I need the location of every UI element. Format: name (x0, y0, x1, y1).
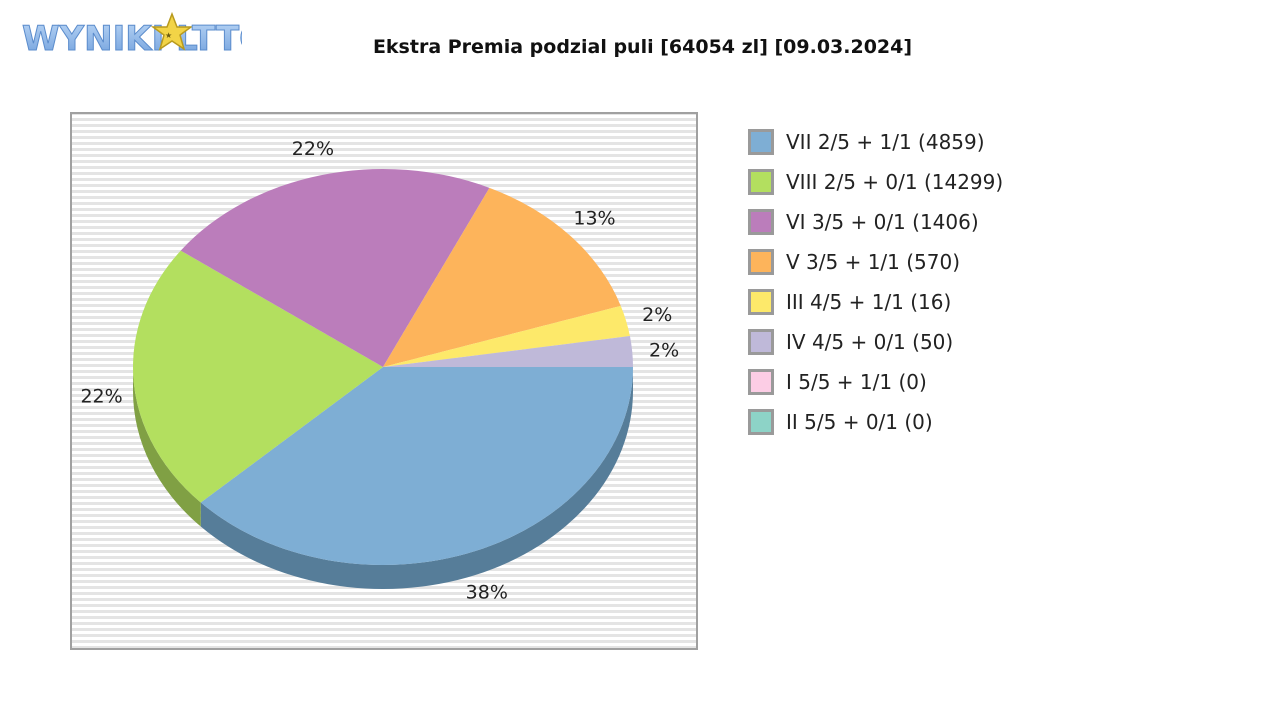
pie-sides (133, 367, 633, 589)
legend-item-2: VI 3/5 + 0/1 (1406) (748, 202, 1168, 242)
pie-slice-2[interactable] (180, 168, 490, 367)
legend-swatch-6 (748, 369, 774, 395)
legend-swatch-7 (748, 409, 774, 435)
pie-slice-4[interactable] (383, 305, 630, 367)
legend-label-2: VI 3/5 + 0/1 (1406) (786, 210, 979, 234)
legend-label-4: III 4/5 + 1/1 (16) (786, 290, 952, 314)
legend-swatch-1 (748, 169, 774, 195)
legend-item-1: VIII 2/5 + 0/1 (14299) (748, 162, 1168, 202)
legend-swatch-0 (748, 129, 774, 155)
legend-swatch-2 (748, 209, 774, 235)
legend-swatch-5 (748, 329, 774, 355)
pie-label-5: 2% (649, 339, 679, 361)
legend-label-0: VII 2/5 + 1/1 (4859) (786, 130, 985, 154)
pie-labels: 38% 22% 22% 13% 2% 2% (80, 138, 679, 603)
legend-item-3: V 3/5 + 1/1 (570) (748, 242, 1168, 282)
legend-label-5: IV 4/5 + 0/1 (50) (786, 330, 954, 354)
legend-label-3: V 3/5 + 1/1 (570) (786, 250, 961, 274)
pie-side-1 (133, 367, 201, 527)
pie-label-4: 2% (642, 304, 672, 326)
legend-swatch-4 (748, 289, 774, 315)
pie-slice-3[interactable] (383, 187, 621, 367)
legend-label-1: VIII 2/5 + 0/1 (14299) (786, 170, 1004, 194)
legend-item-5: IV 4/5 + 0/1 (50) (748, 322, 1168, 362)
plot-area: 38% 22% 22% 13% 2% 2% (70, 112, 698, 650)
chart-legend: VII 2/5 + 1/1 (4859) VIII 2/5 + 0/1 (1429… (748, 122, 1168, 442)
legend-label-7: II 5/5 + 0/1 (0) (786, 410, 933, 434)
pie-label-3: 13% (573, 208, 615, 230)
svg-text:★: ★ (165, 31, 172, 40)
pie-slice-0[interactable] (200, 367, 633, 565)
pie-slice-1[interactable] (133, 250, 383, 503)
pie-chart: 38% 22% 22% 13% 2% 2% (70, 112, 698, 650)
legend-item-0: VII 2/5 + 1/1 (4859) (748, 122, 1168, 162)
legend-item-7: II 5/5 + 0/1 (0) (748, 402, 1168, 442)
star-icon: ★ (150, 11, 194, 51)
pie-slice-5[interactable] (383, 336, 633, 367)
pie-side-0 (200, 367, 633, 589)
legend-item-6: I 5/5 + 1/1 (0) (748, 362, 1168, 402)
legend-swatch-3 (748, 249, 774, 275)
pie-label-1: 22% (80, 386, 122, 408)
legend-item-4: III 4/5 + 1/1 (16) (748, 282, 1168, 322)
pie-label-0: 38% (466, 582, 508, 604)
legend-label-6: I 5/5 + 1/1 (0) (786, 370, 927, 394)
chart-title: Ekstra Premia podzial puli [64054 zl] [0… (372, 36, 913, 58)
pie-label-2: 22% (292, 138, 334, 160)
pie-slices (133, 168, 633, 565)
